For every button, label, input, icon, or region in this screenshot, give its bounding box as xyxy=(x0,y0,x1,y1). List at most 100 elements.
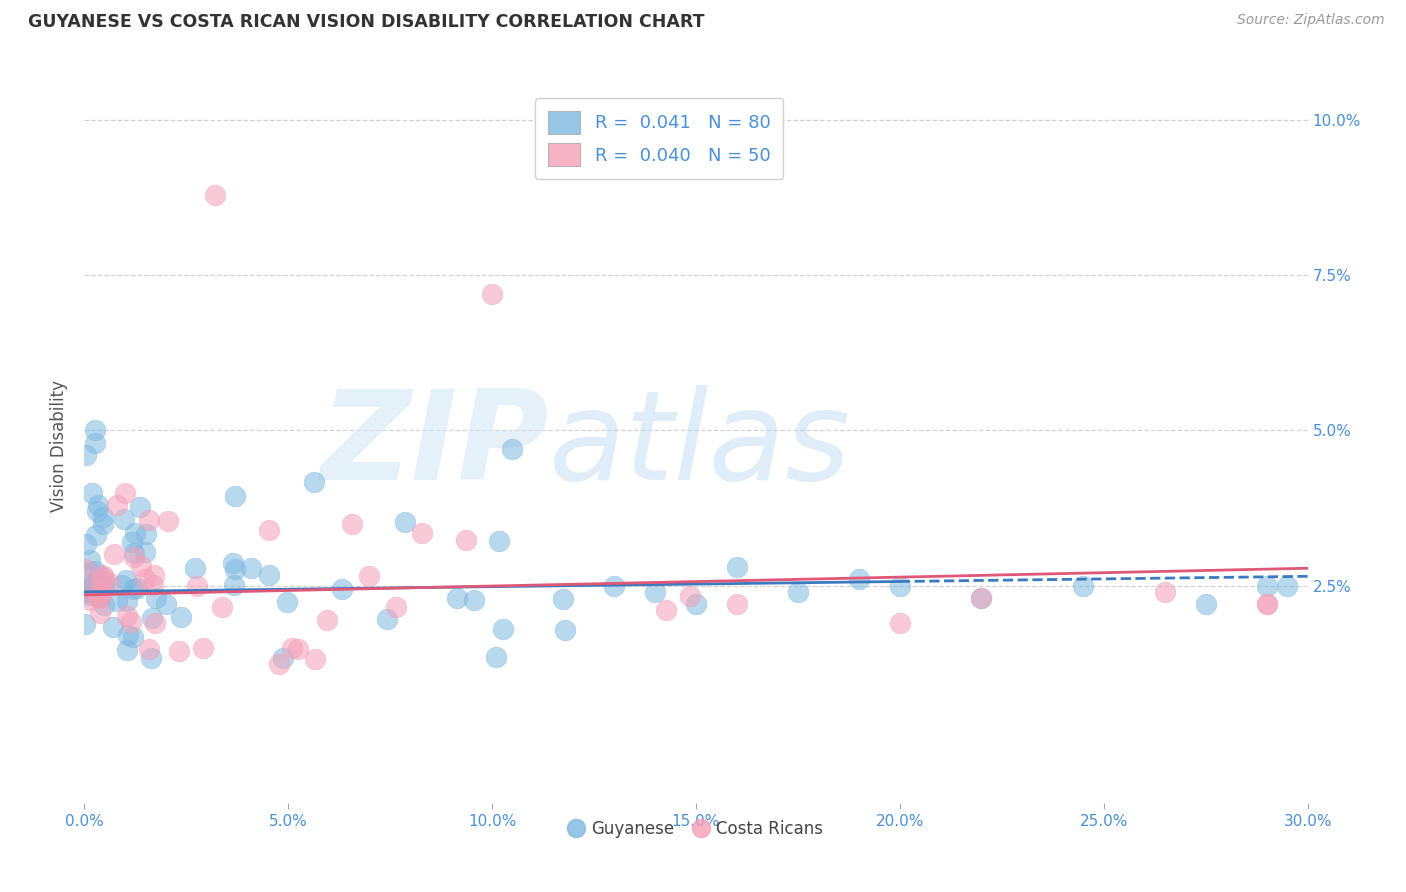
Point xyxy=(84,436,107,450)
Point xyxy=(90,573,112,587)
Point xyxy=(73,616,96,631)
Point xyxy=(138,641,160,656)
Point xyxy=(375,612,398,626)
Point xyxy=(121,535,143,549)
Point xyxy=(240,561,263,575)
Point xyxy=(87,591,110,605)
Point xyxy=(1256,597,1278,611)
Point xyxy=(411,525,433,540)
Point xyxy=(970,591,993,605)
Point xyxy=(1277,579,1299,593)
Point xyxy=(257,523,280,537)
Point xyxy=(82,582,104,597)
Point xyxy=(84,528,107,542)
Point xyxy=(1073,579,1095,593)
Point xyxy=(224,489,246,503)
Point xyxy=(82,485,104,500)
Point xyxy=(222,578,245,592)
Point xyxy=(488,534,510,549)
Point xyxy=(204,187,226,202)
Point xyxy=(725,597,748,611)
Point xyxy=(191,640,214,655)
Point xyxy=(889,615,911,630)
Point xyxy=(491,622,513,636)
Point xyxy=(502,442,524,456)
Point xyxy=(122,546,145,560)
Text: Source: ZipAtlas.com: Source: ZipAtlas.com xyxy=(1237,13,1385,28)
Point xyxy=(287,641,309,656)
Point xyxy=(77,588,100,602)
Point xyxy=(156,514,179,528)
Point xyxy=(1195,597,1218,611)
Point xyxy=(970,591,993,605)
Point xyxy=(281,640,304,655)
Legend: Guyanese, Costa Ricans: Guyanese, Costa Ricans xyxy=(562,814,830,845)
Point xyxy=(98,575,121,590)
Point xyxy=(87,568,110,582)
Point xyxy=(357,568,380,582)
Point xyxy=(111,578,134,592)
Text: atlas: atlas xyxy=(550,385,851,507)
Point xyxy=(211,599,233,614)
Point xyxy=(186,579,208,593)
Point xyxy=(75,561,97,575)
Point xyxy=(142,578,165,592)
Point xyxy=(103,547,125,561)
Point xyxy=(304,652,326,666)
Point xyxy=(454,533,477,548)
Point xyxy=(184,560,207,574)
Point xyxy=(481,287,503,301)
Point xyxy=(91,568,114,582)
Point xyxy=(170,609,193,624)
Point xyxy=(91,510,114,524)
Point xyxy=(1256,597,1278,611)
Point xyxy=(135,527,157,541)
Point xyxy=(77,565,100,579)
Point xyxy=(1154,584,1177,599)
Point xyxy=(271,650,294,665)
Point xyxy=(141,611,163,625)
Point xyxy=(91,580,114,594)
Point xyxy=(889,579,911,593)
Point xyxy=(105,594,128,608)
Point xyxy=(79,592,101,607)
Point xyxy=(87,498,110,512)
Point xyxy=(83,564,105,578)
Point xyxy=(82,578,104,592)
Point xyxy=(330,582,353,597)
Point xyxy=(93,598,115,612)
Point xyxy=(654,603,676,617)
Point xyxy=(83,575,105,590)
Point xyxy=(75,536,97,550)
Point xyxy=(463,593,485,607)
Point xyxy=(125,582,148,596)
Point xyxy=(725,560,748,574)
Point xyxy=(224,562,246,576)
Point xyxy=(269,657,291,672)
Point xyxy=(75,585,97,599)
Point xyxy=(1256,579,1278,593)
Point xyxy=(134,572,156,586)
Point xyxy=(93,516,115,531)
Point xyxy=(394,516,416,530)
Point xyxy=(554,623,576,637)
Point xyxy=(112,512,135,526)
Point xyxy=(115,609,138,624)
Point xyxy=(121,630,143,644)
Point xyxy=(120,615,142,629)
Point xyxy=(385,599,408,614)
Point xyxy=(90,582,112,597)
Point xyxy=(155,597,177,611)
Point xyxy=(89,590,111,604)
Point xyxy=(122,550,145,565)
Point xyxy=(115,643,138,657)
Point xyxy=(93,574,115,589)
Text: GUYANESE VS COSTA RICAN VISION DISABILITY CORRELATION CHART: GUYANESE VS COSTA RICAN VISION DISABILIT… xyxy=(28,13,704,31)
Point xyxy=(446,591,468,605)
Point xyxy=(145,591,167,605)
Point xyxy=(101,620,124,634)
Point xyxy=(644,584,666,599)
Text: ZIP: ZIP xyxy=(321,385,550,507)
Point xyxy=(89,591,111,605)
Point xyxy=(679,589,702,603)
